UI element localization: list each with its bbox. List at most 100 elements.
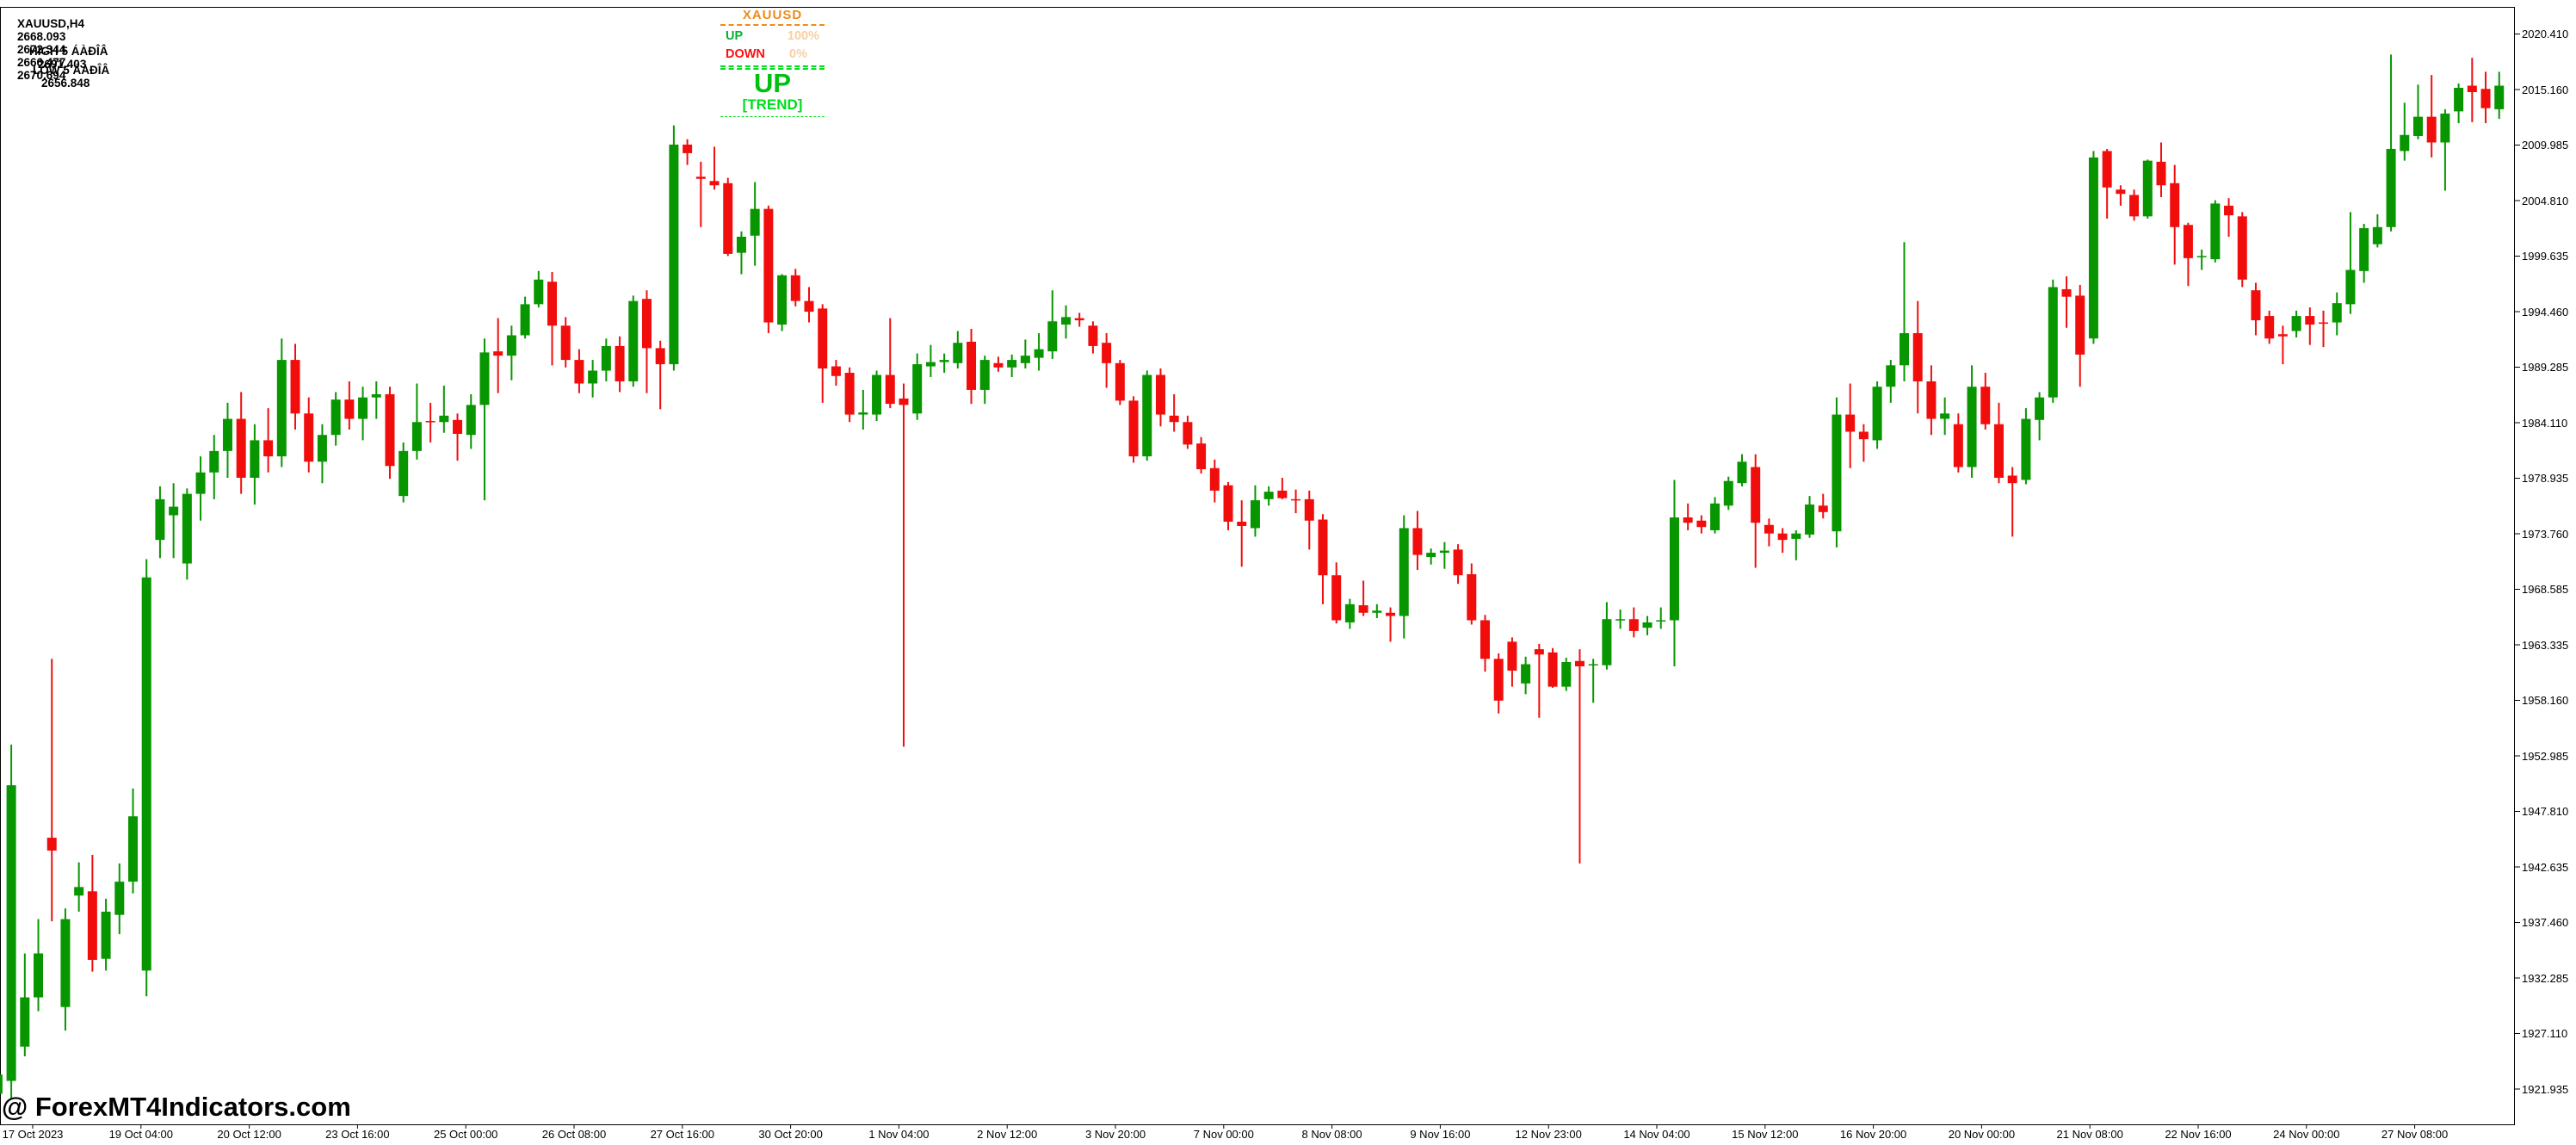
candle-body bbox=[1060, 317, 1071, 325]
candle bbox=[1060, 305, 1071, 339]
candle-body bbox=[1764, 524, 1774, 534]
price-axis-label: 1999.635 bbox=[2522, 250, 2569, 263]
candle-body bbox=[2305, 316, 2315, 325]
ohlc-high: 2672.344 bbox=[17, 43, 66, 56]
candle-body bbox=[2035, 397, 2045, 420]
candle bbox=[2170, 164, 2180, 265]
candle-body bbox=[2426, 116, 2437, 143]
candle-body bbox=[1967, 387, 1977, 467]
candle-body bbox=[1886, 365, 1896, 387]
dashed-underline bbox=[720, 116, 825, 117]
candle-body bbox=[1439, 550, 1449, 554]
candle-body bbox=[479, 352, 490, 405]
candle bbox=[655, 340, 665, 410]
candle-body bbox=[1237, 521, 1247, 526]
candle bbox=[1764, 518, 1774, 547]
candle-body bbox=[1183, 422, 1193, 445]
candle-body bbox=[358, 397, 368, 419]
candle bbox=[1656, 607, 1666, 629]
candle bbox=[1521, 656, 1531, 695]
candle-body bbox=[818, 308, 828, 369]
candle-body bbox=[60, 919, 71, 1007]
candle-body bbox=[520, 304, 530, 336]
candle-body bbox=[1291, 498, 1301, 501]
candle-body bbox=[20, 997, 30, 1047]
candle bbox=[46, 659, 57, 922]
candle-body bbox=[925, 362, 936, 367]
candle-body bbox=[1547, 652, 1558, 687]
candle-body bbox=[236, 418, 246, 478]
candle bbox=[2332, 292, 2342, 336]
candle-body bbox=[87, 891, 97, 960]
candle bbox=[1751, 454, 1761, 568]
candle-body bbox=[1926, 381, 1937, 419]
candle bbox=[2021, 408, 2031, 485]
time-axis-label: 16 Nov 20:00 bbox=[1839, 1128, 1907, 1141]
candle bbox=[1493, 653, 1504, 714]
candle bbox=[425, 402, 436, 443]
candle-body bbox=[1656, 620, 1666, 622]
candle-body bbox=[411, 422, 422, 451]
price-axis-label: 1978.935 bbox=[2522, 472, 2569, 485]
candle bbox=[74, 862, 84, 912]
candle-body bbox=[1832, 414, 1842, 532]
candle-body bbox=[1020, 356, 1030, 363]
candle bbox=[2035, 392, 2045, 441]
price-axis-label: 1963.335 bbox=[2522, 638, 2569, 652]
time-axis-label: 14 Nov 04:00 bbox=[1623, 1128, 1690, 1141]
candle bbox=[182, 488, 192, 580]
candle-body bbox=[195, 472, 206, 494]
candle bbox=[1953, 413, 1963, 473]
candle bbox=[628, 295, 639, 387]
candle-body bbox=[155, 498, 165, 541]
candle bbox=[1980, 373, 1991, 430]
candle-body bbox=[1900, 332, 1910, 366]
candle-body bbox=[466, 405, 476, 436]
candle bbox=[1669, 480, 1679, 666]
candle bbox=[141, 559, 151, 997]
candle bbox=[1372, 603, 1382, 618]
candle bbox=[1277, 477, 1288, 499]
candle bbox=[2494, 71, 2505, 120]
candle-body bbox=[2359, 228, 2369, 271]
time-axis-label: 24 Nov 00:00 bbox=[2273, 1128, 2340, 1141]
candle bbox=[641, 290, 652, 393]
candle-body bbox=[1386, 612, 1396, 616]
candle bbox=[236, 392, 246, 494]
candle-body bbox=[1534, 649, 1544, 655]
candle-body bbox=[1250, 500, 1260, 529]
candle-body bbox=[2183, 225, 2193, 258]
price-axis-label: 2009.985 bbox=[2522, 139, 2569, 152]
price-axis-label: 1973.760 bbox=[2522, 527, 2569, 541]
candle-body bbox=[2007, 475, 2017, 484]
candle bbox=[2386, 54, 2396, 232]
candle bbox=[1642, 616, 1652, 635]
candle bbox=[1900, 242, 1910, 381]
candle-body bbox=[1318, 519, 1328, 576]
candle-body bbox=[34, 953, 44, 998]
candle bbox=[763, 205, 774, 333]
candle bbox=[1344, 598, 1355, 629]
candle-body bbox=[1209, 467, 1220, 491]
dashed-line bbox=[720, 68, 825, 70]
candle bbox=[1318, 514, 1328, 604]
candle-body bbox=[858, 412, 868, 415]
candle-body bbox=[506, 335, 516, 356]
candle bbox=[683, 139, 693, 165]
candle-body bbox=[1128, 400, 1139, 457]
candle-body bbox=[2156, 161, 2166, 186]
candle bbox=[0, 1074, 3, 1094]
price-axis-label: 1994.460 bbox=[2522, 305, 2569, 319]
candle bbox=[1723, 476, 1733, 511]
candle-body bbox=[534, 279, 544, 305]
candle bbox=[453, 413, 463, 461]
candle bbox=[276, 338, 287, 467]
candle-body bbox=[804, 300, 814, 313]
ohlc-close: 2670.694 bbox=[17, 69, 66, 82]
candle-body bbox=[276, 360, 287, 457]
candle-body bbox=[385, 393, 395, 467]
price-axis-label: 1989.285 bbox=[2522, 361, 2569, 374]
candle-body bbox=[953, 343, 963, 363]
